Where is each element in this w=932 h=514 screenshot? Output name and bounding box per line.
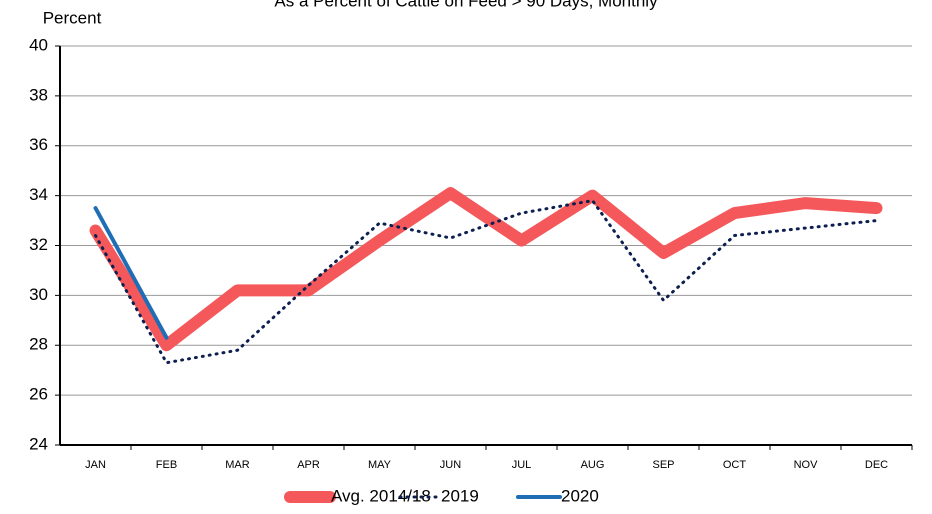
- x-tick-label: SEP: [652, 459, 674, 471]
- y-tick-label: 32: [29, 235, 48, 254]
- x-tick-label: OCT: [723, 459, 747, 471]
- x-tick-label: JAN: [85, 459, 106, 471]
- legend-label: Avg. 2014/18: [331, 486, 431, 505]
- x-tick-label: APR: [297, 459, 320, 471]
- y-tick-label: 38: [29, 85, 48, 104]
- line-series: [93, 206, 169, 340]
- x-tick-label: JUN: [440, 459, 461, 471]
- x-tick-label: JUL: [512, 459, 532, 471]
- x-tick-label: MAY: [368, 459, 392, 471]
- line-series: [94, 199, 878, 365]
- legend-label: 2019: [441, 486, 479, 505]
- y-tick-label: 30: [29, 285, 48, 304]
- x-tick-label: NOV: [794, 459, 819, 471]
- x-tick-label: MAR: [225, 459, 250, 471]
- y-tick-label: 36: [29, 135, 48, 154]
- legend-label: 2020: [561, 486, 599, 505]
- y-tick-label: 26: [29, 385, 48, 404]
- y-tick-label: 40: [29, 35, 48, 54]
- x-tick-label: FEB: [156, 459, 177, 471]
- chart-title: As a Percent of Cattle on Feed > 90 Days…: [274, 0, 658, 10]
- y-tick-label: 24: [29, 434, 48, 453]
- x-tick-label: AUG: [581, 459, 605, 471]
- x-tick-label: DEC: [865, 459, 888, 471]
- y-tick-label: 34: [29, 185, 48, 204]
- y-axis-label: Percent: [43, 8, 102, 27]
- y-tick-label: 28: [29, 335, 48, 354]
- line-series: [89, 187, 883, 352]
